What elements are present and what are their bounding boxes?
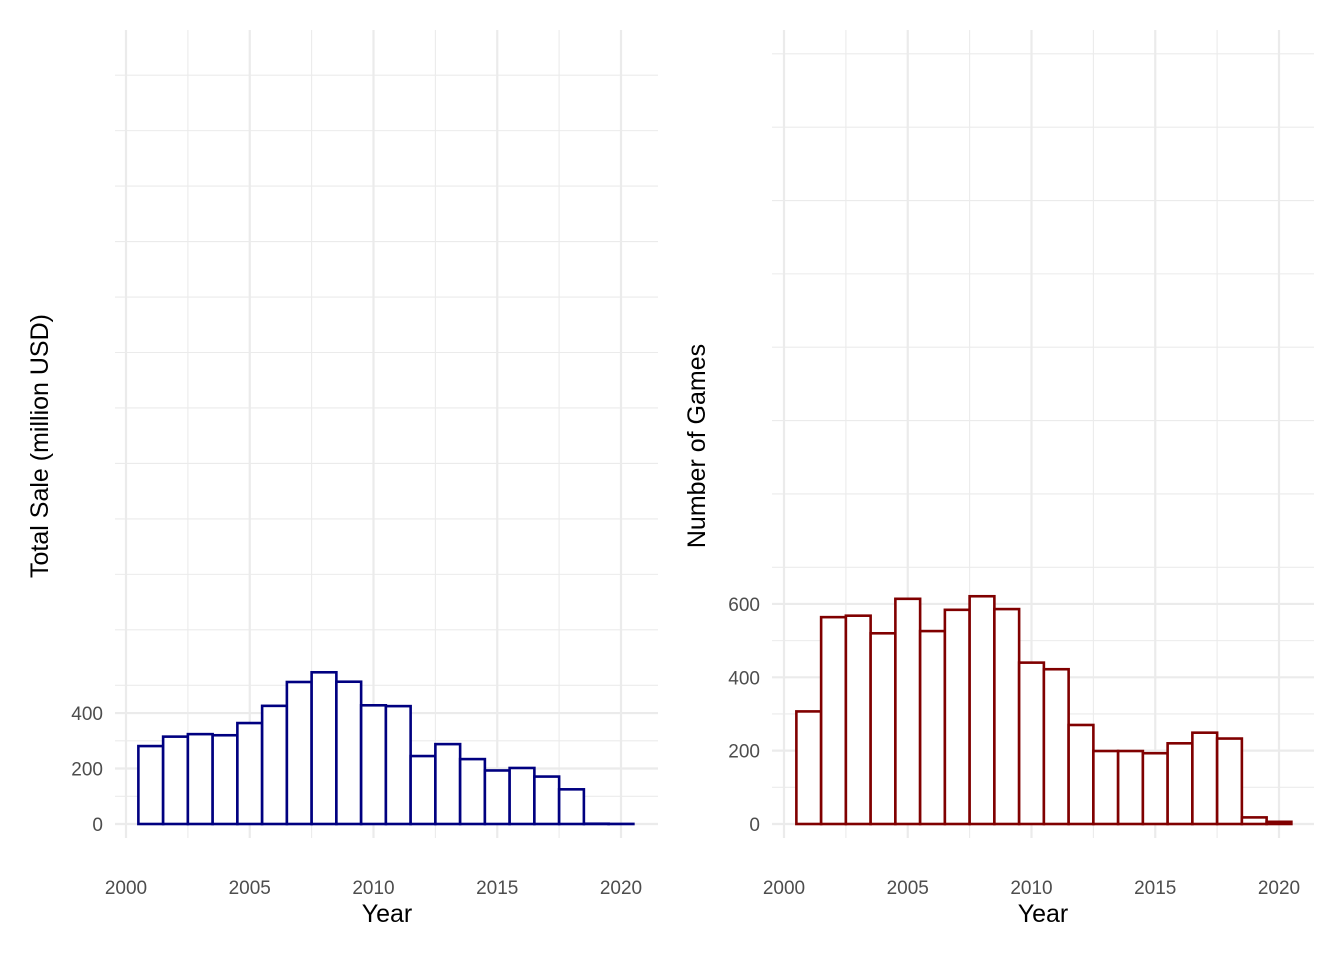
x-axis-title-total-sales: Year [362,900,413,928]
bar-total-sales-2016 [508,766,536,826]
y-axis-title-total-sales: Total Sale (million USD) [26,314,54,578]
x-tick-label: 2010 [352,878,394,899]
bar-number-of-games-2005 [894,597,922,826]
bar-total-sales-2003 [186,732,214,826]
y-axis-ticks-number-of-games: 0 200 400 600 [728,595,760,836]
bar-number-of-games-2018 [1215,737,1244,826]
y-tick-label: 0 [92,815,103,836]
bar-number-of-games-2006 [918,629,947,826]
x-tick-label: 2015 [476,878,518,899]
bar-total-sales-2002 [161,735,190,826]
bar-number-of-games-2009 [993,607,1021,826]
bar-total-sales-2005 [236,721,264,826]
bar-total-sales-2006 [260,704,289,826]
bar-total-sales-2009 [335,680,363,826]
bar-number-of-games-2020 [1265,820,1293,826]
x-tick-label: 2000 [763,878,805,899]
bar-total-sales-2014 [458,757,487,826]
bar-total-sales-2012 [409,754,437,826]
y-tick-label: 200 [728,742,760,763]
bar-number-of-games-2002 [819,615,848,826]
bar-number-of-games-2001 [795,710,823,826]
bar-total-sales-2015 [483,769,511,826]
bar-number-of-games-2004 [869,631,897,826]
y-tick-label: 0 [749,815,760,836]
y-tick-label: 400 [728,668,760,689]
y-axis-ticks-total-sales: 0 200 400 [71,704,103,836]
y-axis-title-number-of-games: Number of Games [683,344,711,548]
bar-total-sales-2013 [434,742,462,826]
bar-number-of-games-2017 [1191,731,1219,826]
y-tick-label: 400 [71,704,103,725]
bar-total-sales-2018 [557,788,586,826]
bar-total-sales-2010 [359,703,388,826]
bar-number-of-games-2019 [1240,816,1268,826]
bar-total-sales-2001 [137,744,165,826]
panel-total-sales: 0 200 400 2000 2005 2010 2015 2020 Year Total … [26,30,658,928]
x-axis-title-number-of-games: Year [1018,900,1069,928]
y-tick-label: 200 [71,760,103,781]
bar-total-sales-2007 [285,680,313,826]
bar-number-of-games-2003 [844,614,872,826]
bar-total-sales-2004 [211,733,239,826]
bar-number-of-games-2016 [1166,742,1194,826]
x-axis-ticks-number-of-games: 2000 2005 2010 2015 2020 [763,878,1300,899]
x-axis-ticks-total-sales: 2000 2005 2010 2015 2020 [105,878,642,899]
bars-total-sales [137,670,635,826]
x-tick-label: 2000 [105,878,147,899]
bar-number-of-games-2015 [1141,751,1169,826]
bar-number-of-games-2008 [968,594,996,826]
x-tick-label: 2005 [887,878,929,899]
x-tick-label: 2005 [229,878,271,899]
x-tick-label: 2015 [1134,878,1176,899]
bar-number-of-games-2013 [1092,749,1120,826]
bar-number-of-games-2010 [1017,661,1046,826]
y-tick-label: 600 [728,595,760,616]
bar-total-sales-2008 [310,670,338,826]
x-tick-label: 2010 [1010,878,1052,899]
x-tick-label: 2020 [600,878,642,899]
bars-number-of-games [795,594,1293,826]
bar-number-of-games-2011 [1042,667,1070,826]
bar-number-of-games-2014 [1116,749,1145,826]
bar-total-sales-2017 [533,775,561,826]
bar-number-of-games-2007 [943,608,971,826]
bar-total-sales-2011 [384,704,412,826]
panel-number-of-games: 0 200 400 600 2000 2005 2010 2015 2020 Year Num… [683,30,1314,928]
bar-number-of-games-2012 [1067,723,1095,826]
x-tick-label: 2020 [1258,878,1300,899]
